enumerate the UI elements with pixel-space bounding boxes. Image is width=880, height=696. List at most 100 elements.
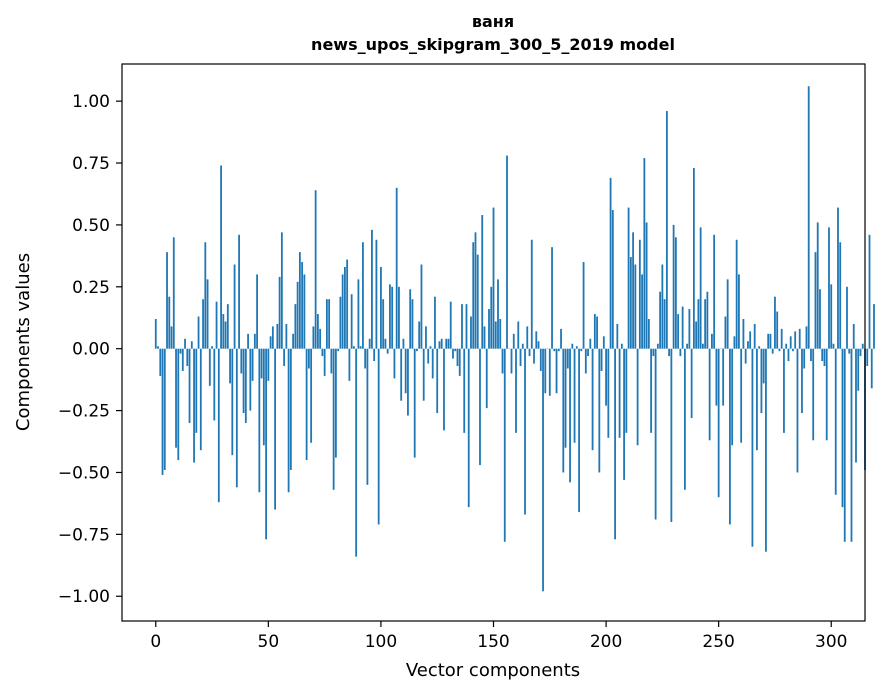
bar <box>801 348 803 414</box>
chart-title: ваня <box>472 12 514 31</box>
bar <box>190 341 193 349</box>
bar <box>314 190 317 349</box>
bar <box>735 239 738 349</box>
bar <box>803 348 806 369</box>
bar <box>380 267 382 349</box>
bar <box>166 252 168 349</box>
bar <box>796 348 799 473</box>
bar <box>161 348 164 475</box>
bar <box>638 239 641 349</box>
bar <box>265 348 267 540</box>
bar <box>431 348 434 379</box>
bar <box>364 348 367 369</box>
bar <box>159 348 162 376</box>
y-tick-label: 0.25 <box>72 278 110 298</box>
y-tick-label: −0.50 <box>58 463 110 483</box>
bar <box>357 279 360 349</box>
bar <box>492 207 495 349</box>
bar <box>436 348 439 414</box>
bar <box>497 279 499 349</box>
bar <box>569 348 571 483</box>
bar <box>760 348 763 414</box>
bar <box>659 291 662 349</box>
bar <box>683 348 686 490</box>
bar <box>704 299 707 349</box>
bar <box>350 294 353 349</box>
bar <box>834 348 837 495</box>
bar <box>409 289 412 349</box>
bar <box>476 254 479 349</box>
bar <box>274 348 276 510</box>
bar <box>593 314 596 349</box>
bar <box>339 296 342 349</box>
bar <box>636 348 639 446</box>
bar <box>195 348 198 433</box>
bar <box>663 299 666 349</box>
bar <box>321 348 324 357</box>
bar <box>602 336 605 349</box>
bar <box>740 348 743 443</box>
bar <box>445 338 448 349</box>
bar <box>283 348 286 367</box>
bar <box>224 321 227 349</box>
bar <box>262 348 265 446</box>
bar <box>316 314 319 349</box>
bar <box>560 328 562 349</box>
bar <box>789 336 792 349</box>
bar <box>371 229 373 349</box>
bar <box>674 237 677 349</box>
bar <box>733 336 736 349</box>
bar <box>301 262 304 349</box>
bar <box>654 348 657 520</box>
bar <box>413 348 416 458</box>
bar <box>488 309 490 349</box>
bar <box>605 348 607 406</box>
bar <box>481 215 484 349</box>
bar <box>368 338 371 349</box>
bar <box>298 252 301 349</box>
bar <box>618 348 621 438</box>
bar <box>332 348 335 490</box>
bar <box>506 155 508 349</box>
bar <box>672 224 675 349</box>
bar <box>416 348 418 352</box>
bar <box>366 348 369 485</box>
bar <box>170 326 173 349</box>
bar <box>647 318 650 349</box>
bar <box>220 165 222 349</box>
bar <box>510 348 513 374</box>
bar <box>528 348 531 357</box>
bar <box>868 234 871 349</box>
bar <box>584 348 587 374</box>
bar <box>501 348 504 374</box>
bar <box>434 296 436 349</box>
bar <box>440 338 443 349</box>
bar <box>393 348 396 379</box>
bar <box>310 348 313 443</box>
bar <box>607 348 610 438</box>
bar <box>771 348 774 354</box>
bar <box>729 348 731 525</box>
bar <box>756 348 758 451</box>
bar <box>688 309 691 349</box>
bar <box>544 348 547 394</box>
bar <box>855 348 857 463</box>
bar <box>701 343 704 349</box>
bar <box>470 316 472 349</box>
bar <box>222 314 225 349</box>
bar <box>278 276 281 349</box>
bar <box>215 301 218 349</box>
bar <box>454 348 457 352</box>
bar <box>231 348 234 456</box>
bar <box>677 314 680 349</box>
bar <box>562 348 565 473</box>
bar <box>609 177 612 349</box>
bar <box>386 348 389 354</box>
bar <box>767 333 770 349</box>
bar <box>344 267 346 349</box>
x-tick-label: 150 <box>477 632 509 652</box>
bar <box>526 326 529 349</box>
bar <box>679 348 682 357</box>
bar <box>400 348 403 401</box>
bar <box>780 328 783 349</box>
